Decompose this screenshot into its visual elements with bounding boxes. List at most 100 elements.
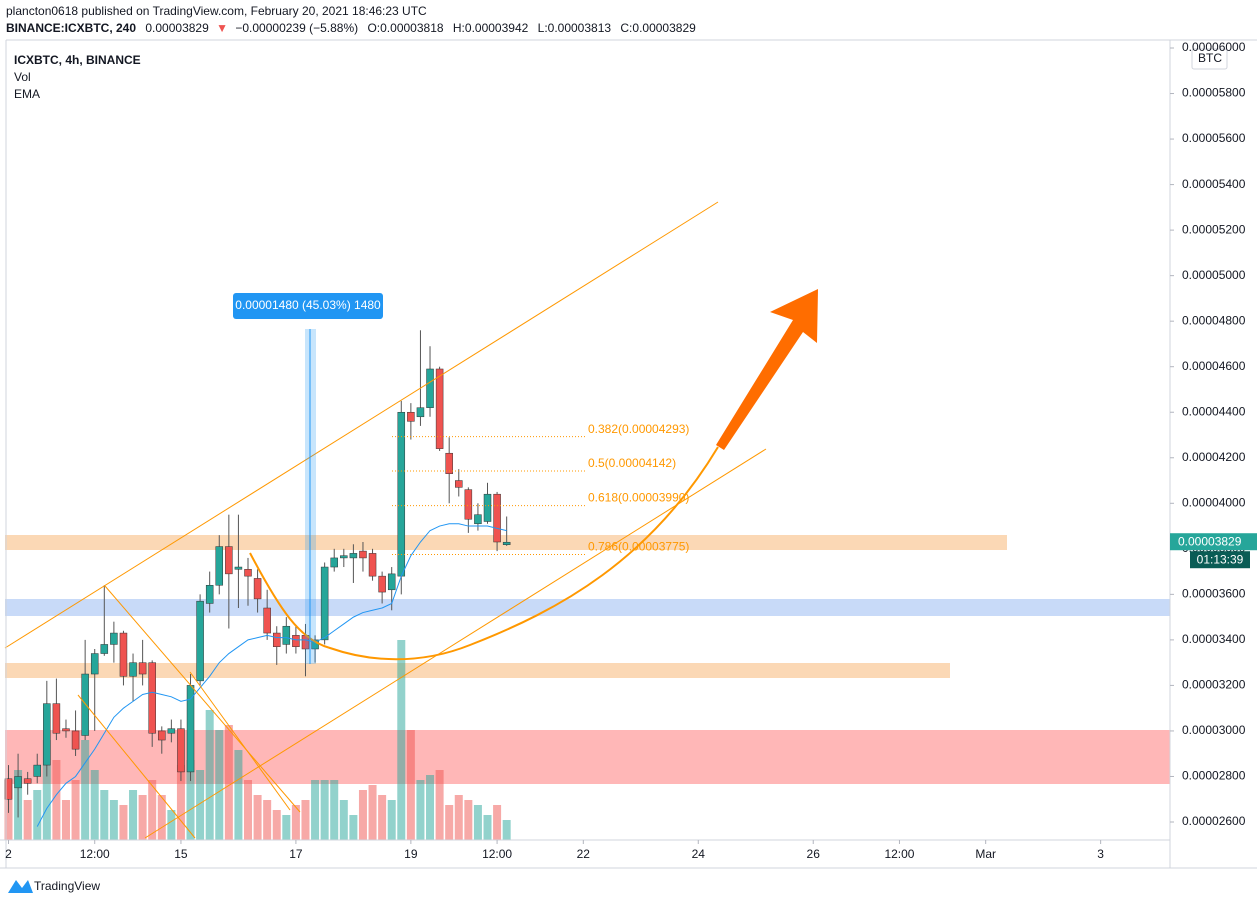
candle-body [435,368,444,449]
candle-body [368,553,377,577]
x-tick-label: 15 [174,847,188,861]
open: O:0.00003818 [367,21,443,35]
candle-body [349,553,358,559]
candle-body [292,635,300,647]
trend-line [77,694,196,839]
published: plancton0618 published on TradingView.co… [6,4,427,18]
y-tick-label: 0.00006000 [1182,40,1246,54]
volume-bar [205,710,214,840]
volume-bar [234,750,243,840]
volume-bar [71,780,80,840]
x-tick-label: 12:00 [884,847,914,861]
candle-body [215,546,224,586]
candle-body [14,776,22,789]
volume-bar [349,815,358,840]
candle-body [158,730,166,741]
volume-bar [358,790,367,840]
fib-label: 0.5(0.00004142) [588,456,676,470]
trend-line [144,448,767,839]
x-tick-label: 19 [404,847,418,861]
candle-body [416,407,425,418]
y-tick-label: 0.00003600 [1182,587,1246,601]
trend-line [189,671,291,811]
x-tick-label: 12:00 [80,847,110,861]
y-tick-label: 0.00003400 [1182,632,1246,646]
y-tick-label: 0.00002800 [1182,769,1246,783]
y-tick-label: 0.00004200 [1182,450,1246,464]
legend-item: Vol [14,70,31,84]
candle-body [244,569,252,577]
candle-body [62,728,70,732]
arrow [716,289,818,450]
candle-body [263,607,271,634]
unit: BTC [1198,51,1222,65]
candle-body [378,575,386,593]
y-tick-label: 0.00005600 [1182,131,1246,145]
measure-label: 0.00001480 (45.03%) 1480 [235,298,381,312]
volume-bar [81,740,90,840]
candle-body [455,480,463,488]
candle-body [81,673,89,736]
price-tag [1170,533,1257,551]
logo [8,880,33,893]
volume-bar [339,800,348,840]
volume-bar [493,805,502,840]
y-tick-label: 0.00005200 [1182,222,1246,236]
ema-line [36,523,507,827]
volume-bar [416,780,425,840]
candle-body [330,557,338,568]
candle-body [493,493,501,543]
volume-bar [435,770,444,840]
unit-box [1191,48,1228,70]
y-tick-label: 0.00005000 [1182,268,1246,282]
volume-bar [445,805,454,840]
candle-body [167,728,176,734]
y-tick-label: 0.00005800 [1182,86,1246,100]
candle-body [445,452,453,474]
candle-body [225,546,233,575]
candle-body [110,632,118,645]
volume-bar [224,725,233,840]
candle-body [407,411,415,422]
candle-body [502,541,511,545]
candle-body [100,644,109,654]
candle-body [320,566,329,641]
volume-bar [330,780,339,840]
volume-bar [196,770,205,840]
volume-bar [23,800,32,840]
curve [249,446,719,661]
legend-item: EMA [14,87,40,101]
candle-body [464,489,473,520]
volume-bar [272,810,281,840]
timer-tag [1190,551,1250,569]
volume-bar [426,775,435,840]
candle-body [177,728,185,773]
volume-bar [406,730,415,840]
last: 0.00003829 [145,21,209,35]
trend-line [104,585,301,813]
candle-body [71,730,80,750]
x-tick-label: 2 [5,847,12,861]
price-label: 0.00003829 [1178,534,1242,548]
x-tick-label: 12:00 [482,847,512,861]
volume-bar [320,780,329,840]
volume-bar [33,790,42,840]
volume-bar [138,795,147,840]
volume-bar [301,800,310,840]
volume-bar [42,740,51,840]
candle-body [52,703,61,734]
candle-body [196,600,204,682]
fib-label: 0.786(0.00003775) [588,540,689,554]
volume-bar [167,810,176,840]
down-icon: ▼ [216,21,228,35]
volume-bar [464,800,473,840]
volume-bar [473,805,482,840]
volume-bar [311,780,320,840]
volume-bar [52,760,61,840]
x-tick-label: Mar [975,847,996,861]
x-tick-label: 22 [577,847,591,861]
volume-bar [244,780,253,840]
y-tick-label: 0.00005400 [1182,177,1246,191]
volume-bar [129,790,138,840]
volume-bar [397,640,406,840]
